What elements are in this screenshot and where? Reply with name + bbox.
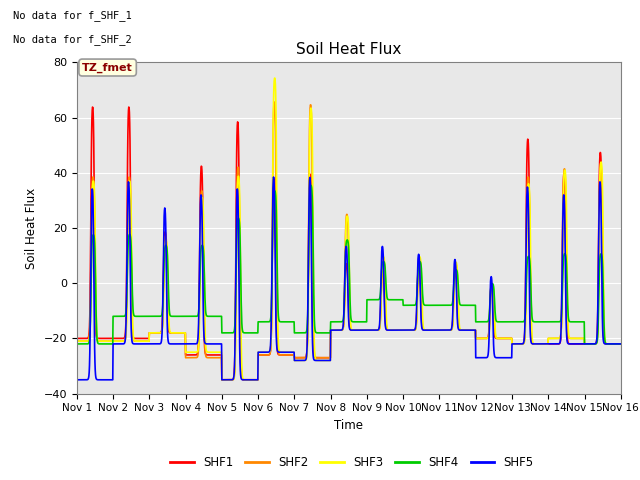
SHF1 — [89, 104, 97, 110]
SHF2 — [277, 352, 285, 358]
Text: TZ_fmet: TZ_fmet — [82, 62, 133, 72]
Text: No data for f_SHF_2: No data for f_SHF_2 — [13, 34, 132, 45]
Legend: SHF1, SHF2, SHF3, SHF4, SHF5: SHF1, SHF2, SHF3, SHF4, SHF5 — [166, 452, 538, 474]
SHF3 — [271, 75, 278, 81]
Line: SHF3: SHF3 — [77, 78, 621, 380]
SHF1 — [296, 355, 303, 360]
SHF2 — [73, 338, 81, 344]
SHF4 — [104, 341, 112, 347]
SHF1 — [445, 327, 452, 333]
SHF3 — [104, 338, 112, 344]
SHF3 — [277, 349, 285, 355]
SHF2 — [617, 341, 625, 347]
SHF5 — [277, 349, 285, 355]
SHF1 — [104, 336, 112, 341]
SHF5 — [73, 377, 81, 383]
SHF5 — [269, 174, 277, 180]
SHF4 — [307, 182, 315, 188]
SHF2 — [445, 327, 452, 333]
Title: Soil Heat Flux: Soil Heat Flux — [296, 42, 401, 57]
SHF4 — [73, 341, 81, 347]
SHF1 — [253, 377, 260, 383]
SHF4 — [445, 302, 452, 308]
SHF3 — [296, 358, 303, 363]
SHF5 — [104, 377, 112, 383]
X-axis label: Time: Time — [334, 419, 364, 432]
SHF1 — [617, 341, 625, 347]
SHF4 — [276, 319, 284, 324]
SHF3 — [617, 341, 625, 347]
SHF5 — [617, 341, 625, 347]
SHF3 — [298, 358, 306, 363]
SHF4 — [109, 341, 116, 347]
SHF1 — [298, 355, 306, 360]
SHF2 — [296, 355, 303, 360]
SHF4 — [298, 330, 305, 336]
SHF5 — [107, 377, 115, 383]
SHF2 — [253, 377, 261, 383]
Line: SHF2: SHF2 — [77, 102, 621, 380]
SHF4 — [295, 330, 303, 336]
SHF3 — [253, 377, 261, 383]
SHF5 — [298, 358, 306, 363]
SHF2 — [298, 355, 306, 360]
SHF3 — [73, 338, 81, 344]
SHF1 — [189, 352, 197, 358]
Line: SHF5: SHF5 — [77, 177, 621, 380]
SHF5 — [296, 358, 303, 363]
SHF2 — [271, 99, 278, 105]
SHF3 — [189, 349, 196, 355]
Line: SHF1: SHF1 — [77, 107, 621, 380]
SHF4 — [189, 313, 197, 319]
SHF1 — [277, 352, 285, 358]
SHF2 — [189, 355, 196, 360]
Line: SHF4: SHF4 — [77, 185, 621, 344]
SHF2 — [104, 338, 112, 344]
SHF1 — [73, 336, 81, 341]
SHF5 — [189, 341, 197, 347]
Y-axis label: Soil Heat Flux: Soil Heat Flux — [25, 187, 38, 269]
SHF5 — [445, 327, 452, 333]
Text: No data for f_SHF_1: No data for f_SHF_1 — [13, 10, 132, 21]
SHF3 — [445, 327, 452, 333]
SHF4 — [617, 341, 625, 347]
